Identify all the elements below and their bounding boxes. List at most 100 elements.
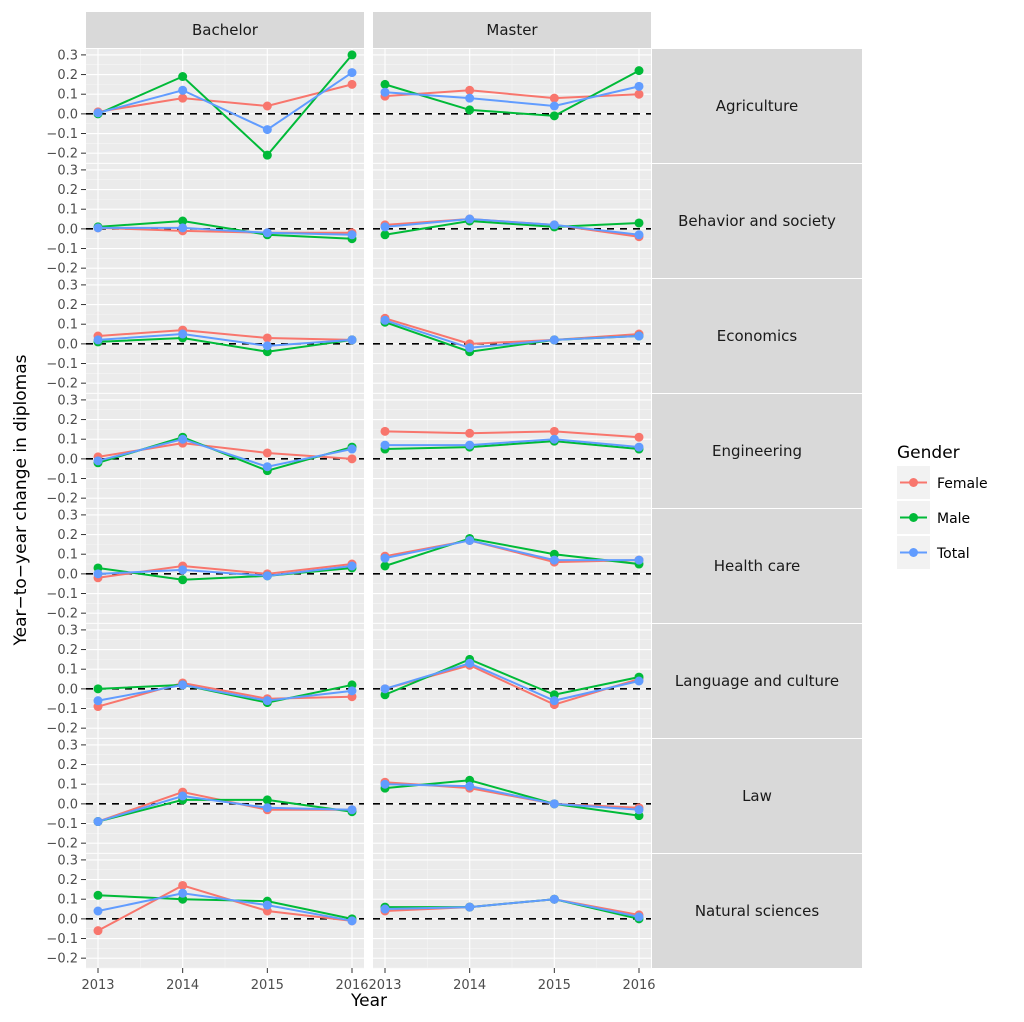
data-point-total <box>347 68 357 78</box>
series-line-male <box>97 54 353 157</box>
y-tick-label: 0.0 <box>57 797 78 812</box>
y-tick-label: −0.2 <box>46 147 78 162</box>
data-point-total <box>634 805 644 815</box>
y-tick-label: 0.3 <box>57 853 78 868</box>
data-point-total <box>380 222 390 232</box>
strips-layer: Bachelor Master Agriculture Behavior and so… <box>86 12 862 968</box>
series-line-total <box>384 85 640 108</box>
data-point-total <box>347 561 357 571</box>
x-tick-label: 2015 <box>251 978 284 993</box>
series-line-total <box>97 333 353 347</box>
data-point-male <box>178 575 188 585</box>
series-line-total <box>97 565 353 577</box>
data-point-total <box>178 85 188 95</box>
row-strip-label: Economics <box>717 327 798 345</box>
panel-language-and-culture-bachelor <box>93 678 357 712</box>
data-point-total <box>178 680 188 690</box>
y-tick-label: 0.2 <box>57 873 78 888</box>
series-line-male <box>384 69 640 117</box>
x-tick-label: 2014 <box>166 978 199 993</box>
data-point-total <box>178 329 188 339</box>
panel-health-care-bachelor <box>93 559 357 585</box>
axes-layer: 0.30.20.10.0−0.1−0.20.30.20.10.0−0.1−0.2… <box>46 48 655 993</box>
data-point-female <box>549 426 559 436</box>
data-point-male <box>465 105 475 115</box>
data-point-total <box>262 228 272 238</box>
panel-behavior-and-society-bachelor <box>93 216 357 244</box>
row-strip-label: Behavior and society <box>678 212 836 230</box>
data-point-total <box>380 87 390 97</box>
row-strip-agriculture <box>652 49 862 163</box>
data-point-female <box>465 428 475 438</box>
x-tick-label: 2013 <box>368 978 401 993</box>
y-tick-label: −0.2 <box>46 377 78 392</box>
legend-label-total: Total <box>936 546 970 562</box>
y-tick-label: 0.3 <box>57 623 78 638</box>
panels-layer <box>86 49 651 969</box>
series-line-total <box>384 218 640 236</box>
y-tick-label: 0.2 <box>57 643 78 658</box>
data-point-female <box>634 89 644 99</box>
y-tick-label: 0.1 <box>57 663 78 678</box>
y-tick-label: 0.0 <box>57 337 78 352</box>
y-tick-label: 0.1 <box>57 893 78 908</box>
data-point-total <box>634 676 644 686</box>
data-point-total <box>380 779 390 789</box>
y-tick-label: −0.1 <box>46 242 78 257</box>
panel-natural-sciences-master <box>380 894 644 924</box>
data-point-female <box>347 79 357 89</box>
data-point-total <box>549 894 559 904</box>
data-point-male <box>380 561 390 571</box>
data-point-male <box>262 795 272 805</box>
y-tick-label: 0.1 <box>57 88 78 103</box>
data-point-total <box>347 686 357 696</box>
data-point-total <box>465 93 475 103</box>
y-tick-label: 0.1 <box>57 433 78 448</box>
series-line-male <box>97 336 353 353</box>
y-axis-title: Year−to−year change in diplomas <box>11 354 31 646</box>
legend-key-point <box>909 513 918 522</box>
row-strip-behavior-and-society <box>652 164 862 278</box>
y-tick-label: 0.0 <box>57 912 78 927</box>
data-point-total <box>178 434 188 444</box>
series-line-male <box>384 219 640 236</box>
series-line-male <box>384 440 640 451</box>
y-tick-label: −0.1 <box>46 587 78 602</box>
data-point-total <box>178 791 188 801</box>
panel-engineering-master <box>380 426 644 454</box>
data-point-total <box>465 440 475 450</box>
x-tick-label: 2015 <box>538 978 571 993</box>
data-point-female <box>262 101 272 111</box>
series-line-total <box>384 319 640 349</box>
y-tick-label: −0.2 <box>46 837 78 852</box>
data-point-total <box>549 555 559 565</box>
series-line-male <box>97 798 353 823</box>
y-tick-label: −0.1 <box>46 127 78 142</box>
data-point-total <box>93 108 103 118</box>
x-tick-label: 2013 <box>81 978 114 993</box>
panel-natural-sciences-bachelor <box>93 880 357 936</box>
row-strip-label: Health care <box>714 557 801 575</box>
y-tick-label: −0.2 <box>46 952 78 967</box>
y-tick-label: 0.2 <box>57 528 78 543</box>
data-point-total <box>380 684 390 694</box>
data-point-total <box>634 81 644 91</box>
data-point-total <box>380 440 390 450</box>
row-strip-label: Agriculture <box>716 97 799 115</box>
data-point-total <box>465 781 475 791</box>
y-tick-label: 0.1 <box>57 548 78 563</box>
data-point-total <box>465 214 475 224</box>
y-tick-label: 0.0 <box>57 107 78 122</box>
data-point-total <box>465 658 475 668</box>
panel-agriculture-bachelor <box>93 50 357 160</box>
data-point-total <box>549 696 559 706</box>
data-point-male <box>380 230 390 240</box>
column-strip-label: Master <box>486 21 538 39</box>
series-line-total <box>384 662 640 702</box>
y-tick-label: 0.2 <box>57 413 78 428</box>
y-tick-label: 0.2 <box>57 68 78 83</box>
x-tick-label: 2016 <box>335 978 368 993</box>
data-point-total <box>634 230 644 240</box>
series-line-total <box>384 783 640 811</box>
